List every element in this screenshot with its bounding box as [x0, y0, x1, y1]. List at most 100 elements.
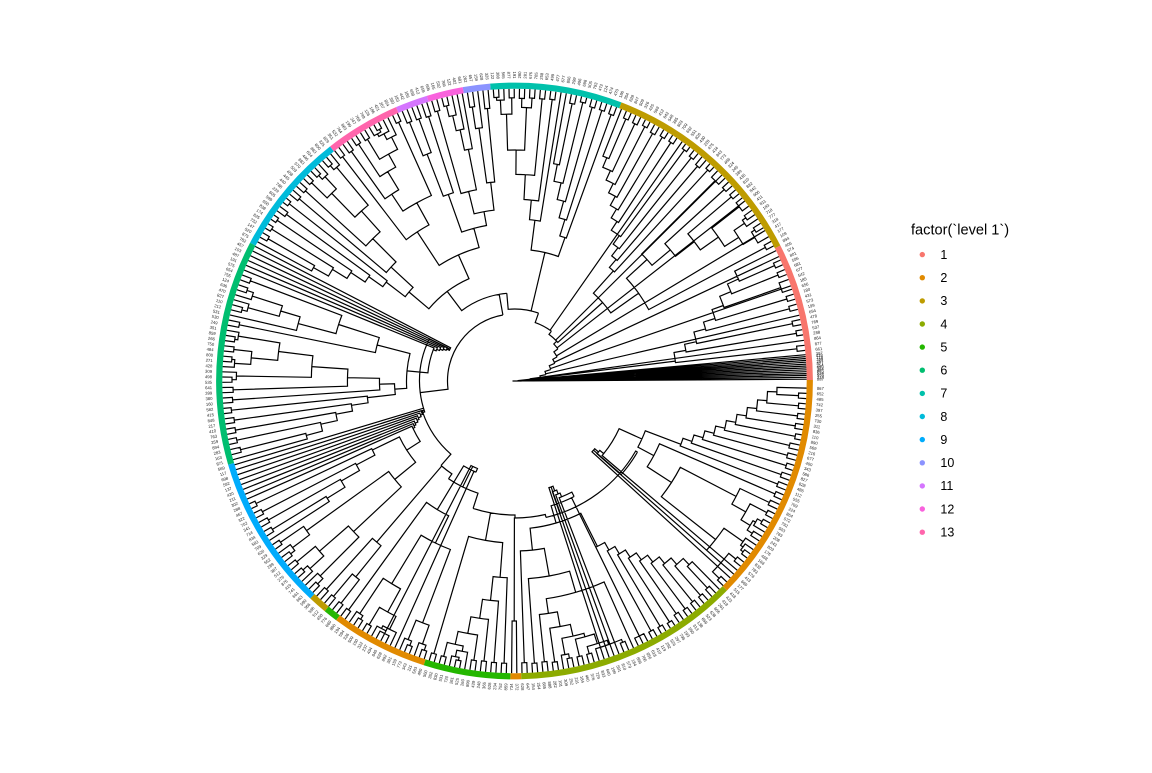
svg-text:117: 117 — [219, 470, 228, 477]
svg-text:402: 402 — [451, 77, 457, 85]
svg-text:163: 163 — [214, 455, 223, 462]
svg-text:503: 503 — [290, 165, 299, 174]
svg-text:484: 484 — [206, 347, 214, 353]
svg-text:505: 505 — [587, 80, 594, 89]
svg-text:445: 445 — [282, 173, 291, 182]
svg-text:434: 434 — [711, 145, 720, 154]
svg-text:343: 343 — [401, 662, 408, 671]
svg-text:653: 653 — [544, 72, 550, 80]
svg-text:742: 742 — [816, 402, 824, 408]
svg-text:877: 877 — [506, 72, 511, 80]
svg-text:397: 397 — [816, 351, 824, 357]
svg-text:326: 326 — [484, 72, 490, 80]
svg-text:606: 606 — [752, 189, 761, 198]
svg-text:663: 663 — [295, 594, 304, 603]
svg-text:579: 579 — [625, 661, 633, 670]
svg-text:647: 647 — [525, 683, 530, 691]
svg-text:475: 475 — [707, 141, 716, 150]
svg-text:254: 254 — [536, 682, 542, 690]
svg-text:288: 288 — [813, 330, 821, 336]
svg-text:3: 3 — [940, 294, 947, 308]
svg-text:594: 594 — [337, 629, 345, 638]
svg-text:709: 709 — [681, 122, 689, 131]
svg-text:289: 289 — [266, 561, 275, 570]
svg-text:110: 110 — [811, 434, 819, 440]
svg-text:596: 596 — [791, 255, 800, 263]
svg-text:480: 480 — [416, 667, 423, 676]
svg-text:783: 783 — [775, 530, 784, 538]
svg-text:6: 6 — [940, 364, 947, 378]
svg-text:126: 126 — [364, 108, 372, 117]
svg-text:180: 180 — [803, 286, 812, 293]
svg-text:412: 412 — [657, 108, 665, 117]
svg-text:496: 496 — [576, 77, 583, 86]
svg-text:266: 266 — [208, 336, 216, 342]
svg-text:137: 137 — [224, 486, 233, 493]
svg-text:351: 351 — [209, 325, 217, 331]
svg-text:792: 792 — [780, 521, 789, 529]
svg-text:309: 309 — [205, 369, 213, 374]
svg-text:803: 803 — [766, 544, 775, 552]
svg-text:7: 7 — [940, 387, 947, 401]
svg-text:485: 485 — [816, 397, 824, 402]
svg-text:380: 380 — [205, 396, 213, 401]
svg-text:420: 420 — [226, 491, 235, 498]
svg-text:154: 154 — [531, 683, 536, 691]
svg-text:542: 542 — [797, 271, 806, 278]
svg-text:769: 769 — [816, 356, 824, 362]
svg-text:729: 729 — [595, 671, 602, 680]
svg-text:184: 184 — [579, 675, 586, 684]
svg-text:833: 833 — [600, 670, 607, 679]
svg-text:2: 2 — [940, 271, 947, 285]
svg-text:509: 509 — [638, 98, 646, 107]
svg-text:661: 661 — [291, 590, 300, 599]
svg-text:199: 199 — [807, 302, 816, 309]
svg-text:138: 138 — [696, 620, 705, 629]
svg-text:606: 606 — [713, 606, 722, 615]
svg-text:827: 827 — [217, 292, 226, 299]
svg-text:591: 591 — [615, 665, 622, 674]
svg-text:677: 677 — [806, 455, 815, 462]
svg-text:698: 698 — [221, 475, 230, 482]
svg-text:124: 124 — [222, 277, 231, 284]
svg-text:1: 1 — [940, 248, 947, 262]
svg-text:271: 271 — [206, 358, 214, 363]
svg-text:418: 418 — [729, 591, 738, 600]
svg-text:848: 848 — [207, 417, 215, 423]
svg-text:867: 867 — [817, 386, 825, 391]
svg-text:478: 478 — [810, 313, 819, 320]
svg-text:249: 249 — [210, 319, 218, 325]
svg-text:477: 477 — [555, 74, 561, 82]
svg-text:534: 534 — [817, 371, 825, 376]
svg-text:888: 888 — [547, 681, 553, 689]
svg-text:531: 531 — [438, 673, 445, 682]
svg-text:702: 702 — [240, 520, 249, 528]
svg-text:185: 185 — [799, 276, 808, 283]
svg-text:720: 720 — [443, 675, 450, 684]
svg-text:766: 766 — [441, 79, 448, 88]
svg-text:376: 376 — [589, 673, 596, 682]
svg-text:387: 387 — [270, 566, 279, 575]
svg-text:569: 569 — [809, 445, 818, 452]
svg-text:435: 435 — [738, 172, 747, 181]
svg-text:592: 592 — [222, 480, 231, 487]
svg-text:477: 477 — [816, 360, 824, 365]
svg-text:329: 329 — [260, 552, 269, 560]
svg-text:660: 660 — [324, 619, 333, 628]
svg-text:574: 574 — [786, 245, 795, 253]
svg-text:486: 486 — [796, 486, 805, 493]
svg-text:856: 856 — [566, 75, 572, 83]
svg-text:433: 433 — [816, 352, 824, 358]
svg-text:399: 399 — [205, 390, 213, 395]
svg-text:388: 388 — [495, 72, 500, 80]
svg-text:600: 600 — [314, 142, 323, 151]
svg-text:863: 863 — [340, 123, 348, 132]
svg-text:650: 650 — [262, 199, 271, 208]
svg-text:191: 191 — [229, 256, 238, 264]
svg-text:255: 255 — [815, 413, 823, 419]
svg-text:400: 400 — [805, 461, 814, 468]
svg-text:208: 208 — [772, 535, 781, 543]
svg-text:773: 773 — [719, 152, 728, 161]
svg-text:207: 207 — [378, 101, 386, 110]
svg-text:583: 583 — [411, 666, 418, 675]
